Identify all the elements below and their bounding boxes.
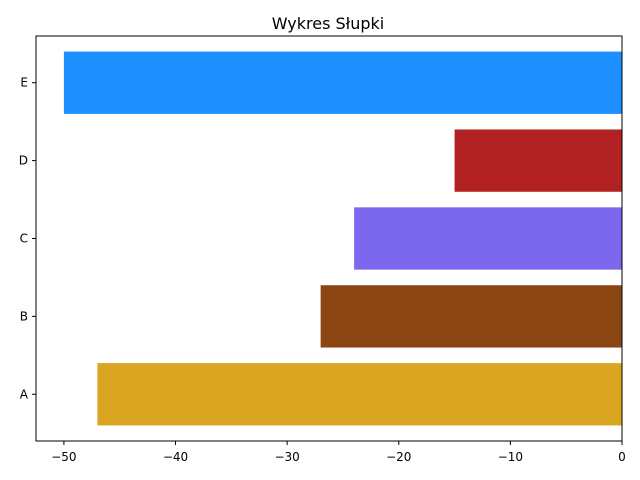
bars-group bbox=[63, 51, 622, 426]
x-tick-label: 0 bbox=[618, 450, 626, 464]
bar-c bbox=[354, 207, 622, 270]
y-tick-label: A bbox=[20, 387, 29, 401]
y-tick-label: D bbox=[19, 154, 28, 168]
bar-e bbox=[63, 51, 622, 114]
bar-a bbox=[97, 363, 622, 426]
bar-b bbox=[320, 285, 622, 348]
plot-frame bbox=[35, 35, 623, 442]
chart-title: Wykres Słupki bbox=[272, 14, 384, 33]
x-tick-label: −10 bbox=[498, 450, 523, 464]
y-tick-label: C bbox=[20, 232, 28, 246]
x-tick-label: −40 bbox=[163, 450, 188, 464]
y-tick-label: B bbox=[20, 309, 28, 323]
x-tick-label: −50 bbox=[51, 450, 76, 464]
bar-d bbox=[454, 129, 622, 192]
x-axis-ticks: −50 −40 −30 −20 −10 0 bbox=[51, 441, 626, 464]
x-tick-label: −30 bbox=[274, 450, 299, 464]
y-axis-ticks: A B C D E bbox=[19, 76, 36, 401]
y-tick-label: E bbox=[20, 76, 28, 90]
x-tick-label: −20 bbox=[386, 450, 411, 464]
